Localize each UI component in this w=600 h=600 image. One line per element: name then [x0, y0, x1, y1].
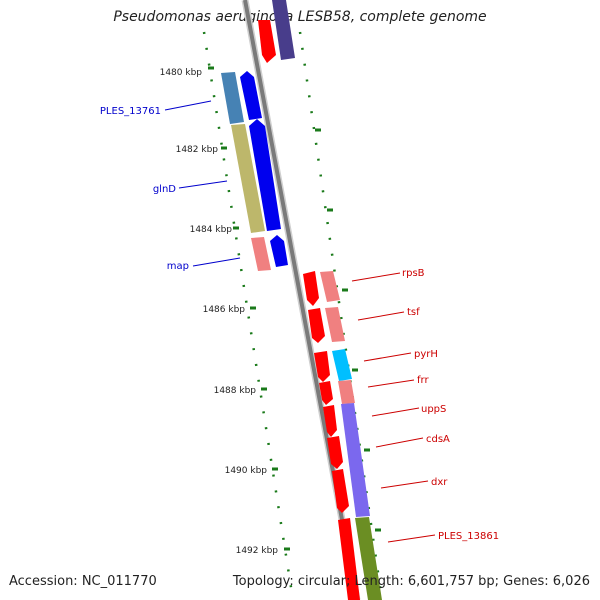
- kbp-label: 1480 kbp: [160, 68, 203, 78]
- cds-arrow: [327, 436, 343, 469]
- gene-label-cdsa: cdsA: [426, 434, 450, 445]
- kbp-labels: 1480 kbp 1482 kbp 1484 kbp 1486 kbp 1488…: [160, 68, 279, 556]
- gene-block: [325, 307, 345, 342]
- cds-arrow: [338, 518, 360, 600]
- left-gene-labels: PLES_13761 glnD map: [100, 106, 189, 272]
- kbp-label: 1486 kbp: [203, 305, 246, 315]
- kbp-label: 1492 kbp: [236, 546, 279, 556]
- gene-block: [338, 380, 355, 404]
- kbp-label: 1484 kbp: [190, 225, 233, 235]
- gene-block: [272, 0, 295, 60]
- map-title: Pseudomonas aeruginosa LESB58, complete …: [113, 9, 487, 25]
- cds-arrow: [303, 271, 319, 306]
- topology-text: Topology: circular; Length: 6,601,757 bp…: [232, 574, 590, 589]
- accession-text: Accession: NC_011770: [9, 574, 157, 589]
- right-gene-track: [320, 271, 382, 600]
- left-gene-track: [221, 71, 288, 271]
- gene-label-dxr: dxr: [431, 477, 448, 488]
- right-gene-labels: rpsB tsf pyrH frr uppS cdsA dxr PLES_138…: [402, 268, 499, 542]
- gene-block: [341, 403, 370, 517]
- kbp-label: 1482 kbp: [176, 145, 219, 155]
- gene-label-rpsb: rpsB: [402, 268, 425, 279]
- cds-arrow: [240, 71, 262, 120]
- gene-block: [231, 124, 265, 233]
- gene-block: [221, 72, 244, 124]
- cds-arrow: [249, 119, 281, 231]
- gene-block: [332, 349, 352, 381]
- gene-label-tsf: tsf: [407, 307, 420, 318]
- gene-block: [355, 517, 382, 600]
- cds-arrow: [270, 235, 288, 267]
- top-features: [258, 0, 295, 63]
- gene-label-map: map: [167, 261, 189, 272]
- cds-arrow: [314, 351, 330, 382]
- gene-label-ples-13761: PLES_13761: [100, 106, 161, 117]
- gene-label-ples-13861: PLES_13861: [438, 531, 499, 542]
- gene-label-pyrh: pyrH: [414, 349, 438, 360]
- gene-block: [320, 271, 340, 302]
- kbp-ticks: [208, 66, 381, 551]
- cds-arrow: [323, 405, 337, 437]
- gene-block: [251, 237, 271, 271]
- kbp-label: 1490 kbp: [225, 466, 268, 476]
- kbp-label: 1488 kbp: [214, 386, 257, 396]
- right-cds-track: [303, 271, 360, 600]
- right-label-leaders: [351, 272, 436, 543]
- gene-label-upps: uppS: [421, 404, 446, 415]
- gene-arrow: [258, 20, 276, 63]
- cds-arrow: [332, 469, 349, 513]
- gene-label-frr: frr: [417, 375, 429, 386]
- left-label-leaders: [164, 100, 241, 267]
- cds-arrow: [308, 308, 325, 343]
- cds-arrow: [319, 381, 333, 405]
- gene-label-glnd: glnD: [153, 184, 176, 195]
